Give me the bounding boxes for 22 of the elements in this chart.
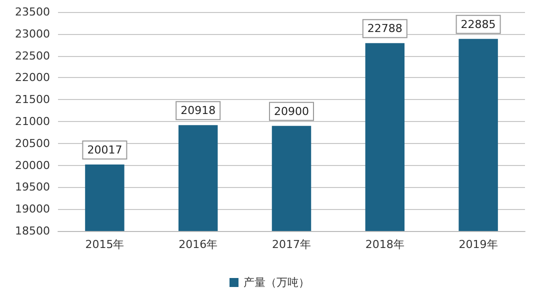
legend-label: 产量（万吨）	[244, 276, 310, 289]
data-label: 22885	[460, 18, 496, 31]
y-tick-label: 23000	[15, 27, 50, 40]
x-tick-label: 2018年	[365, 238, 404, 251]
data-label: 20017	[87, 144, 122, 157]
y-tick-label: 22000	[15, 71, 50, 84]
y-tick-label: 20000	[15, 158, 50, 172]
y-tick-label: 20500	[15, 136, 50, 150]
data-label: 20900	[274, 104, 309, 118]
x-tick-label: 2017年	[272, 238, 311, 251]
x-tick-label: 2015年	[85, 238, 124, 251]
y-tick-label: 19000	[15, 202, 50, 216]
y-tick-label: 21500	[15, 93, 50, 106]
y-tick-label: 19500	[15, 180, 50, 194]
data-label: 20918	[180, 104, 216, 118]
y-tick-label: 18500	[15, 224, 50, 238]
x-tick-label: 2016年	[178, 238, 218, 251]
y-tick-label: 21000	[15, 115, 50, 128]
y-tick-label: 23500	[15, 6, 50, 18]
x-tick-label: 2019年	[458, 238, 498, 251]
y-tick-label: 22500	[15, 49, 50, 62]
data-label: 22788	[367, 22, 402, 36]
